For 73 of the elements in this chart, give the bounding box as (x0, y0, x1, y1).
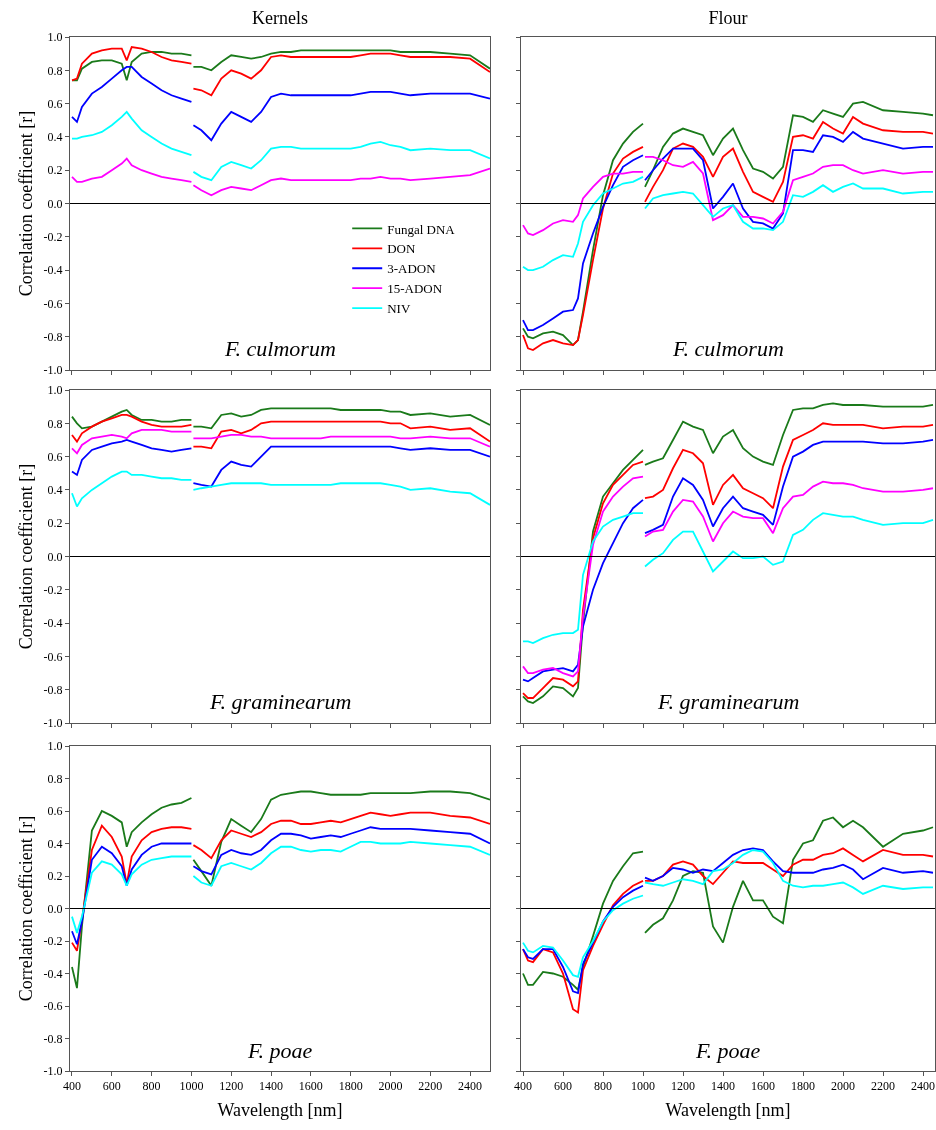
y-tick-label: 1.0 (47, 383, 63, 398)
y-tick-label: -0.2 (43, 583, 63, 597)
y-tick-label: 0.8 (47, 416, 63, 431)
y-tick-label: 0.6 (47, 449, 63, 464)
y-tick-label: -0.6 (43, 999, 63, 1014)
x-tick-label: 1400 (711, 1079, 735, 1094)
legend-label: Fungal DNA (387, 221, 456, 237)
x-tick-label: 1600 (298, 1079, 323, 1094)
y-tick-label: -0.8 (43, 682, 63, 697)
x-tick-label: 1000 (631, 1079, 655, 1094)
x-tick-label: 1200 (219, 1079, 244, 1094)
y-tick-label: 0.4 (47, 836, 63, 851)
x-axis-title: Wavelength [nm] (665, 1099, 791, 1120)
x-tick-label: 400 (514, 1079, 532, 1094)
y-tick-label: -0.4 (43, 966, 63, 981)
x-tick-label: 400 (62, 1079, 81, 1094)
y-tick-label: -0.2 (43, 934, 63, 949)
y-tick-label: 0.0 (47, 901, 63, 916)
x-tick-label: 1800 (791, 1079, 815, 1094)
y-tick-label: 0.0 (47, 549, 63, 564)
x-tick-label: 600 (554, 1079, 572, 1094)
y-tick-label: -0.6 (43, 296, 63, 311)
x-tick-label: 800 (594, 1079, 612, 1094)
y-tick-label: 0.2 (47, 516, 63, 531)
legend-label: DON (387, 241, 416, 257)
y-tick-label: 1.0 (47, 739, 63, 754)
annotation: F. poae (247, 1038, 313, 1063)
y-tick-label: -0.4 (43, 263, 63, 278)
y-tick-label: -1.0 (43, 716, 63, 731)
y-axis-title: Correlation coefficient [r] (15, 110, 36, 297)
x-axis-title: Wavelength [nm] (217, 1099, 343, 1120)
annotation: F. poae (695, 1038, 761, 1063)
y-tick-label: 0.2 (47, 869, 63, 884)
x-tick-label: 800 (142, 1079, 161, 1094)
x-tick-label: 1800 (338, 1079, 363, 1094)
x-tick-label: 2400 (458, 1079, 483, 1094)
legend-label: 15-ADON (387, 281, 443, 297)
x-tick-label: 1000 (179, 1079, 204, 1094)
y-tick-label: -1.0 (43, 1064, 63, 1079)
y-tick-label: 0.2 (47, 163, 63, 178)
annotation: F. culmorum (672, 336, 784, 361)
x-tick-label: 2200 (418, 1079, 443, 1094)
y-tick-label: 0.6 (47, 96, 63, 111)
chart-title: Kernels (252, 8, 308, 29)
y-tick-label: -0.8 (43, 1031, 63, 1046)
annotation: F. culmorum (224, 336, 336, 361)
x-tick-label: 1200 (671, 1079, 695, 1094)
x-tick-label: 1400 (259, 1079, 284, 1094)
y-tick-label: -0.8 (43, 329, 63, 344)
y-axis-title: Correlation coefficient [r] (15, 815, 36, 1002)
annotation: F. graminearum (657, 689, 800, 714)
y-tick-label: -0.2 (43, 230, 63, 244)
y-tick-label: 0.6 (47, 804, 63, 819)
y-tick-label: 0.4 (47, 130, 63, 145)
y-tick-label: 0.4 (47, 483, 63, 498)
chart-title: Flour (708, 8, 748, 29)
y-tick-label: -0.4 (43, 616, 63, 631)
legend-label: 3-ADON (387, 261, 437, 277)
y-tick-label: 0.8 (47, 63, 63, 78)
y-tick-label: 0.0 (47, 196, 63, 211)
x-tick-label: 2400 (911, 1079, 935, 1094)
y-tick-label: 1.0 (47, 30, 63, 45)
x-tick-label: 1600 (751, 1079, 775, 1094)
y-tick-label: 0.8 (47, 771, 63, 786)
x-tick-label: 2000 (831, 1079, 855, 1094)
legend-label: NIV (387, 301, 411, 317)
x-tick-label: 2000 (378, 1079, 403, 1094)
y-tick-label: -1.0 (43, 363, 63, 378)
x-tick-label: 600 (102, 1079, 121, 1094)
annotation: F. graminearum (209, 689, 352, 714)
y-axis-title: Correlation coefficient [r] (15, 463, 36, 650)
y-tick-label: -0.6 (43, 649, 63, 664)
x-tick-label: 2200 (871, 1079, 895, 1094)
